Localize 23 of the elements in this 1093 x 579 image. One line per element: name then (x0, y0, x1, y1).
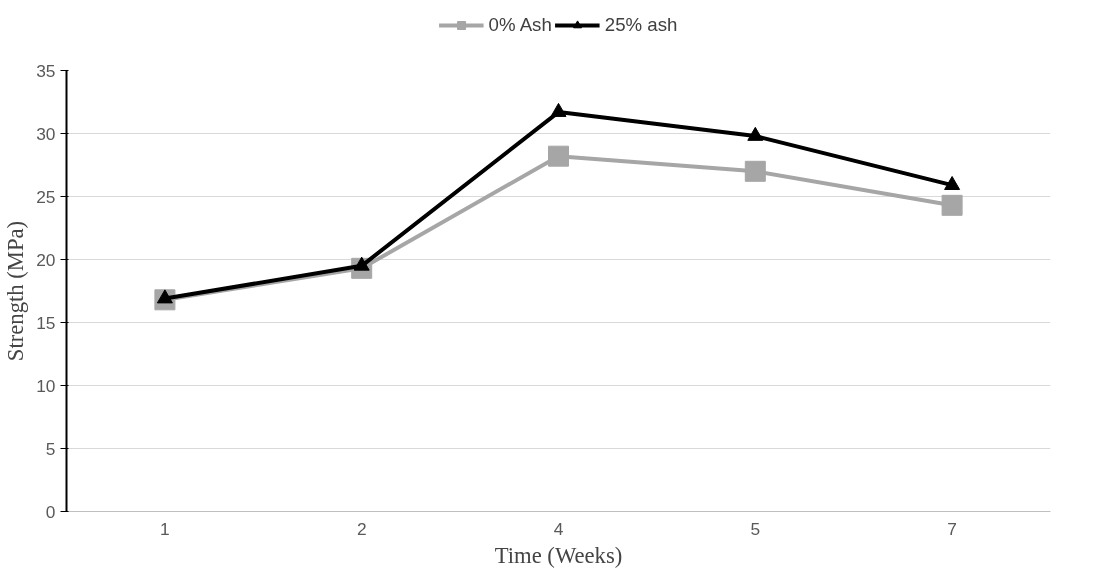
point (744, 160, 766, 182)
point (550, 102, 567, 117)
x-tick-label: 4 (553, 518, 564, 539)
y-tick-label: 25 (36, 186, 56, 207)
y-tick-label: 0 (45, 501, 56, 522)
x-tick-label: 7 (947, 518, 957, 539)
y-tick-label: 15 (36, 312, 56, 333)
x-tick-label: 2 (356, 518, 367, 539)
legend-label: 0% Ash (488, 14, 552, 36)
y-tick-label: 35 (36, 60, 56, 81)
x-tick-label: 5 (750, 518, 761, 539)
y-tick-label: 30 (36, 123, 56, 144)
y-tick-label: 5 (45, 438, 56, 459)
point (747, 126, 764, 141)
point (941, 194, 963, 216)
y-tick-label: 20 (36, 249, 56, 270)
y-axis-title: Strength (MPa) (3, 220, 29, 362)
point (548, 145, 569, 167)
y-tick-label: 10 (36, 375, 56, 396)
x-axis-title: Time (Weeks) (494, 542, 623, 568)
point (944, 176, 961, 190)
x-tick-label: 1 (160, 518, 170, 539)
legend-label: 25% ash (604, 14, 678, 36)
